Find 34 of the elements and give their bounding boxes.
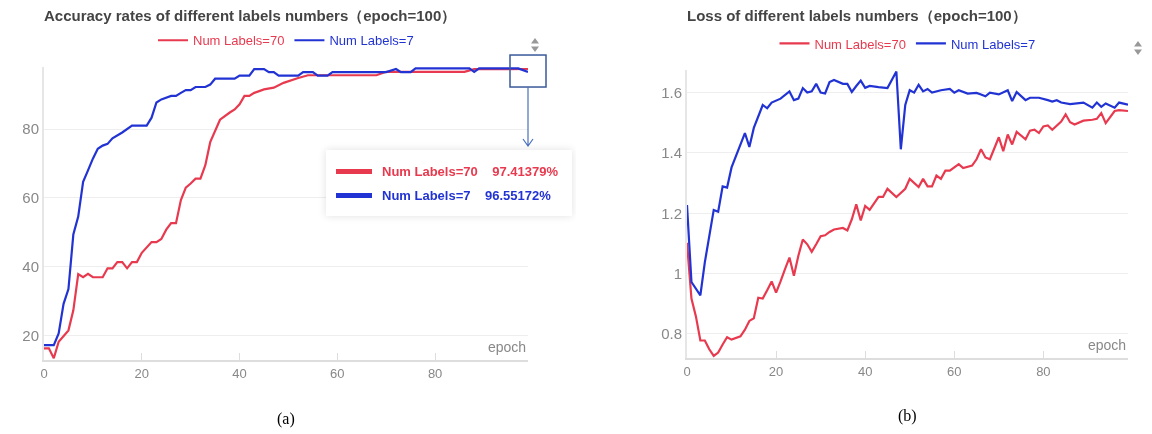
line-series (687, 70, 1128, 297)
x-tick-label: 40 (232, 365, 247, 381)
tooltip-panel: Num Labels=70 97.41379% Num Labels=7 96.55172% (326, 150, 572, 216)
x-tick-label: 40 (857, 363, 873, 379)
x-tick-label: 20 (768, 363, 784, 379)
x-tick-label: 0 (40, 365, 48, 381)
legend-label: Num Labels=7 (950, 36, 1036, 52)
x-tick-label: 0 (683, 363, 691, 379)
line-series (687, 109, 1128, 357)
y-tick-label: 1.4 (661, 144, 682, 162)
x-tick-label: 60 (947, 363, 962, 379)
y-tick-label: 1 (673, 264, 682, 282)
y-tick-label: 1.2 (661, 204, 682, 222)
x-tick-label: 80 (427, 365, 443, 381)
annotation: Num Labels=70 97.41379% (382, 163, 558, 179)
x-axis-title: epoch (488, 339, 527, 355)
annotation: Num Labels=7 96.55172% (382, 187, 551, 203)
y-tick-label: 0.8 (661, 325, 682, 343)
legend-label: Num Labels=70 (193, 33, 285, 49)
y-tick-label: 40 (22, 258, 39, 276)
x-tick-label: 60 (330, 365, 345, 381)
y-tick-label: 20 (22, 327, 39, 345)
legend-label: Num Labels=70 (814, 36, 906, 52)
chart-title: Accuracy rates of different labels numbers（epoch=100） (44, 7, 457, 25)
text: (b) (898, 407, 917, 425)
text: (a) (277, 410, 295, 428)
y-tick-label: 60 (22, 189, 39, 207)
legend-label: Num Labels=7 (329, 33, 414, 49)
x-axis-title: epoch (1088, 337, 1127, 353)
y-tick-label: 1.6 (661, 83, 682, 101)
y-tick-label: 80 (22, 120, 39, 138)
x-tick-label: 80 (1036, 363, 1051, 379)
x-tick-label: 20 (134, 365, 150, 381)
chart-title: Loss of different labels numbers（epoch=100） (687, 7, 1027, 25)
